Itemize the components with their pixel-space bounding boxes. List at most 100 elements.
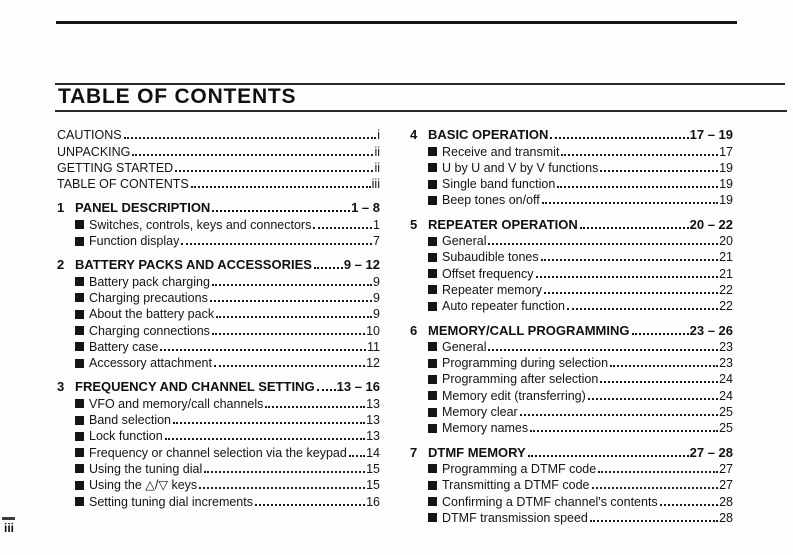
title-rule-bottom xyxy=(55,110,787,112)
bullet-square-icon xyxy=(428,179,437,189)
toc-sub-entry-page: 27 xyxy=(719,478,733,493)
dot-leader xyxy=(550,137,689,140)
toc-sub-entry-label: Offset frequency xyxy=(442,266,534,281)
toc-columns: CAUTIONS i UNPACKING ii GETTING STARTED ii TAB… xyxy=(57,126,733,525)
dot-leader xyxy=(316,389,336,392)
page-number: iii xyxy=(4,521,15,535)
toc-chapter-pages: 1 – 8 xyxy=(351,200,380,216)
toc-chapter-pages: 17 – 19 xyxy=(689,127,733,143)
toc-entry-page: ii xyxy=(374,160,380,175)
toc-sub-entry-label: Repeater memory xyxy=(442,282,543,297)
dot-leader xyxy=(209,299,373,302)
toc-sub-entry: Programming during selection 23 xyxy=(410,354,733,370)
toc-sub-entry: DTMF transmission speed 28 xyxy=(410,509,733,525)
toc-sub-entry-label: Memory names xyxy=(442,421,529,436)
toc-sub-entry: Offset frequency 21 xyxy=(410,264,733,281)
bullet-square-icon xyxy=(428,301,437,311)
dot-leader xyxy=(348,454,366,457)
dot-leader xyxy=(199,487,366,490)
toc-sub-entry-label: Memory clear xyxy=(442,405,518,420)
dot-leader xyxy=(659,503,719,506)
toc-chapter-number: 1 xyxy=(57,200,65,216)
toc-chapter: 3 FREQUENCY AND CHANNEL SETTING 13 – 16 xyxy=(57,378,380,394)
bullet-square-icon xyxy=(428,147,437,157)
bullet-square-icon xyxy=(75,431,84,441)
bullet-square-icon xyxy=(75,309,84,319)
toc-sub-entry-page: 17 xyxy=(719,144,733,159)
dot-leader xyxy=(519,414,719,417)
dot-leader xyxy=(132,153,374,156)
toc-sub-entry-label: DTMF transmission speed xyxy=(442,510,588,525)
toc-sub-entry: Charging connections 10 xyxy=(57,321,380,338)
toc-sub-entry-page: 13 xyxy=(366,396,380,411)
toc-sub-entry-label: Charging connections xyxy=(89,323,210,338)
dot-leader xyxy=(600,381,719,384)
toc-sub-entry-label: Subaudible tones xyxy=(442,250,539,265)
toc-chapter-label: DTMF MEMORY xyxy=(428,444,526,460)
dot-leader xyxy=(567,308,719,311)
bullet-square-icon xyxy=(75,277,84,287)
dot-leader xyxy=(211,332,366,335)
toc-sub-entry: Using the tuning dial 15 xyxy=(57,460,380,476)
toc-chapter: 1 PANEL DESCRIPTION 1 – 8 xyxy=(57,199,380,215)
toc-sub-entry: Programming after selection 24 xyxy=(410,370,733,386)
toc-sub-entry-page: 24 xyxy=(719,372,733,387)
toc-sub-entry: Confirming a DTMF channel's contents 28 xyxy=(410,492,733,509)
dot-leader xyxy=(488,243,719,246)
bullet-square-icon xyxy=(75,293,84,303)
toc-chapter-label: BATTERY PACKS AND ACCESSORIES xyxy=(75,257,312,273)
bullet-square-icon xyxy=(428,464,437,474)
toc-sub-entry: Beep tones on/off 19 xyxy=(410,191,733,207)
toc-sub-entry-page: 1 xyxy=(373,217,380,232)
top-rule xyxy=(56,21,737,24)
dot-leader xyxy=(216,316,373,319)
dot-leader xyxy=(587,397,719,400)
dot-leader xyxy=(557,186,719,189)
toc-sub-entry-label: Lock function xyxy=(89,429,163,444)
toc-chapter-number: 7 xyxy=(410,444,418,460)
toc-sub-entry: Battery case 11 xyxy=(57,338,380,354)
dot-leader xyxy=(190,186,371,189)
bullet-square-icon xyxy=(75,358,84,368)
toc-sub-entry-label: U by U and V by V functions xyxy=(442,160,599,175)
toc-sub-entry-label: Transmitting a DTMF code xyxy=(442,478,590,493)
toc-sub-entry: Memory names 25 xyxy=(410,419,733,435)
toc-chapter: 2 BATTERY PACKS AND ACCESSORIES 9 – 12 xyxy=(57,256,380,272)
toc-sub-entry-page: 12 xyxy=(366,356,380,371)
toc-sub-entry-page: 21 xyxy=(719,250,733,265)
dot-leader xyxy=(535,275,719,278)
toc-entry-page: iii xyxy=(371,177,380,192)
toc-sub-entry-label: General xyxy=(442,339,487,354)
dot-leader xyxy=(160,348,367,351)
toc-sub-entry: Band selection 13 xyxy=(57,411,380,427)
bullet-square-icon xyxy=(428,513,437,523)
toc-sub-entry-page: 9 xyxy=(373,274,380,289)
toc-sub-entry-page: 14 xyxy=(366,445,380,460)
toc-sub-entry-page: 25 xyxy=(719,421,733,436)
dot-leader xyxy=(265,405,366,408)
toc-sub-entry-page: 13 xyxy=(366,429,380,444)
bullet-square-icon xyxy=(428,285,437,295)
toc-sub-entry-label: Using the △/▽ keys xyxy=(89,478,198,493)
toc-sub-entry-page: 11 xyxy=(367,339,380,354)
bullet-square-icon xyxy=(75,399,84,409)
dot-leader xyxy=(589,519,719,522)
toc-sub-entry-label: VFO and memory/call channels xyxy=(89,396,264,411)
dot-leader xyxy=(600,169,719,172)
toc-sub-entry: Receive and transmit 17 xyxy=(410,142,733,159)
bullet-square-icon xyxy=(428,269,437,279)
toc-chapter-number: 4 xyxy=(410,127,418,143)
toc-sub-entry: About the battery pack 9 xyxy=(57,305,380,321)
dot-leader xyxy=(123,137,377,140)
toc-chapter: 7 DTMF MEMORY 27 – 28 xyxy=(410,443,733,460)
toc-sub-entry: Charging precautions 9 xyxy=(57,289,380,305)
toc-sub-entry: Subaudible tones 21 xyxy=(410,248,733,264)
dot-leader xyxy=(254,503,366,506)
page-title: TABLE OF CONTENTS xyxy=(58,85,297,108)
dot-leader xyxy=(544,291,719,294)
toc-column-left: CAUTIONS i UNPACKING ii GETTING STARTED ii TAB… xyxy=(57,126,380,525)
toc-entry-front: TABLE OF CONTENTS iii xyxy=(57,175,380,191)
toc-entry-front: CAUTIONS i xyxy=(57,126,380,142)
bullet-square-icon xyxy=(75,220,84,230)
